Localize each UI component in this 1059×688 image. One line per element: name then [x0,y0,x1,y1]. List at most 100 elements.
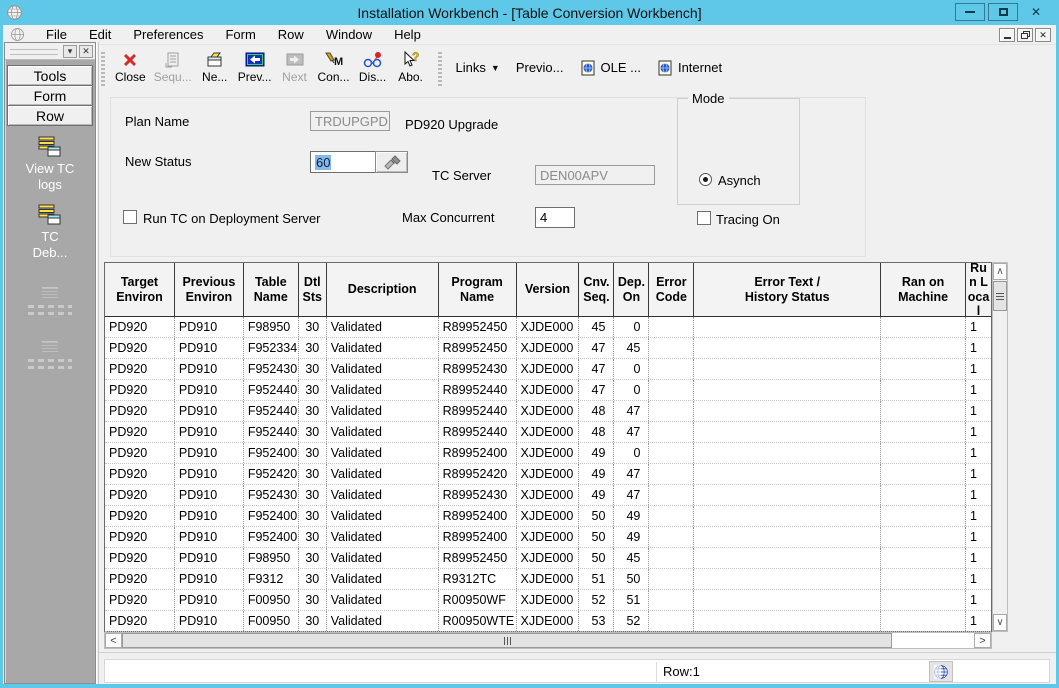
table-cell[interactable]: R89952400 [439,527,517,547]
table-cell[interactable]: Validated [327,317,439,337]
minimize-button[interactable] [955,3,985,21]
table-cell[interactable]: 0 [614,380,650,400]
table-cell[interactable]: 30 [299,464,327,484]
table-cell[interactable]: PD910 [175,401,244,421]
vertical-scroll-track[interactable] [993,311,1007,614]
table-cell[interactable]: Validated [327,590,439,610]
table-cell[interactable]: 1 [970,572,977,586]
column-header[interactable]: Previous Environ [175,263,244,316]
table-cell[interactable]: F98950 [244,317,299,337]
table-cell[interactable]: 30 [299,338,327,358]
table-cell[interactable]: PD910 [175,527,244,547]
table-cell[interactable]: Validated [327,422,439,442]
column-header[interactable]: Ran on Machine [881,263,967,316]
table-cell[interactable]: 49 [579,443,615,463]
table-cell[interactable]: PD920 [105,590,175,610]
sidebar-tab-form[interactable]: Form [7,85,93,106]
table-cell[interactable]: PD920 [105,338,175,358]
table-cell[interactable] [881,401,967,421]
table-cell[interactable]: 48 [579,401,615,421]
table-cell[interactable] [694,569,882,589]
table-cell[interactable] [649,485,695,505]
table-cell[interactable]: PD920 [105,380,175,400]
table-row[interactable]: PD920 PD910 F98950 30 Validated R89952450 XJDE… [105,317,991,338]
table-cell[interactable]: XJDE000 [517,590,580,610]
table-cell[interactable]: 45 [614,338,650,358]
convert-button[interactable]: M Con... [314,47,354,88]
previous-link-button[interactable]: Previo... [515,60,564,75]
table-cell[interactable]: 30 [299,569,327,589]
table-cell[interactable] [694,422,882,442]
menu-form[interactable]: Form [225,27,256,42]
table-cell[interactable]: F9312 [244,569,299,589]
table-cell[interactable]: R89952450 [439,548,517,568]
table-cell[interactable]: F952400 [244,527,299,547]
table-cell[interactable]: Validated [327,485,439,505]
table-cell[interactable]: PD920 [105,422,175,442]
toolbar-grip[interactable] [437,49,442,86]
table-cell[interactable]: PD920 [105,506,175,526]
table-cell[interactable] [649,401,695,421]
table-cell[interactable]: R89952430 [439,485,517,505]
table-cell[interactable]: Validated [327,359,439,379]
horizontal-scroll-track[interactable] [892,633,974,648]
table-cell[interactable] [694,464,882,484]
table-cell[interactable]: 47 [614,422,650,442]
table-cell[interactable] [649,506,695,526]
table-row[interactable]: PD920 PD910 F952440 30 Validated R89952440 XJD… [105,380,991,401]
column-header[interactable]: Dep. On [614,263,650,316]
previous-button[interactable]: Prev... [234,47,276,88]
table-cell[interactable] [694,590,882,610]
sidebar-tab-row[interactable]: Row [7,105,93,126]
menu-window[interactable]: Window [325,27,373,42]
column-header[interactable]: Description [327,263,439,316]
table-row[interactable]: PD920 PD910 F952430 30 Validated R89952430 XJD… [105,359,991,380]
about-button[interactable]: ? Abo. [398,51,423,84]
table-cell[interactable]: R89952440 [439,422,517,442]
table-cell[interactable]: 1 [970,551,977,565]
table-cell[interactable]: F952440 [244,380,299,400]
table-row[interactable]: PD920 PD910 F98950 30 Validated R89952450 XJDE… [105,548,991,569]
table-cell[interactable] [694,338,882,358]
table-row[interactable]: PD920 PD910 F952440 30 Validated R89952440 XJD… [105,401,991,422]
table-cell[interactable]: 47 [579,380,615,400]
horizontal-scrollbar[interactable]: < > [104,632,992,649]
run-tc-checkbox[interactable] [123,210,137,224]
exit-bar-grip[interactable] [10,47,58,55]
table-cell[interactable] [649,527,695,547]
table-cell[interactable]: 30 [299,611,327,631]
table-cell[interactable]: R89952430 [439,359,517,379]
next-number-button[interactable]: Ne... [196,47,234,88]
table-row[interactable]: PD920 PD910 F952334 30 Validated R89952450 XJD… [105,338,991,359]
table-cell[interactable]: 1 [970,383,977,397]
table-cell[interactable]: PD920 [105,443,175,463]
table-cell[interactable]: 30 [299,422,327,442]
sidebar-item-view-tc-logs[interactable]: View TC logs [5,136,95,194]
table-cell[interactable] [881,443,967,463]
table-cell[interactable] [649,590,695,610]
table-cell[interactable] [881,485,967,505]
table-cell[interactable]: 1 [970,467,977,481]
vertical-scroll-thumb[interactable] [993,281,1007,311]
table-cell[interactable]: 53 [579,611,615,631]
table-cell[interactable]: 47 [614,464,650,484]
table-cell[interactable]: 49 [579,485,615,505]
table-cell[interactable]: 47 [614,401,650,421]
table-cell[interactable] [881,359,967,379]
table-cell[interactable]: 0 [614,359,650,379]
table-cell[interactable] [881,590,967,610]
table-cell[interactable]: 1 [970,446,977,460]
table-cell[interactable]: 30 [299,401,327,421]
visual-assist-button[interactable] [375,151,408,173]
column-header[interactable]: Run Local [967,263,990,316]
table-cell[interactable]: 30 [299,527,327,547]
table-cell[interactable]: 1 [970,320,977,334]
table-cell[interactable]: PD920 [105,485,175,505]
table-row[interactable]: PD920 PD910 F952430 30 Validated R89952430 XJD… [105,485,991,506]
table-cell[interactable]: 45 [579,317,615,337]
table-row[interactable]: PD920 PD910 F00950 30 Validated R00950WF XJDE0… [105,590,991,611]
table-cell[interactable]: PD920 [105,317,175,337]
internet-button[interactable]: Internet [649,47,730,88]
table-cell[interactable]: PD910 [175,422,244,442]
column-header[interactable]: Error Text / History Status [694,263,882,316]
